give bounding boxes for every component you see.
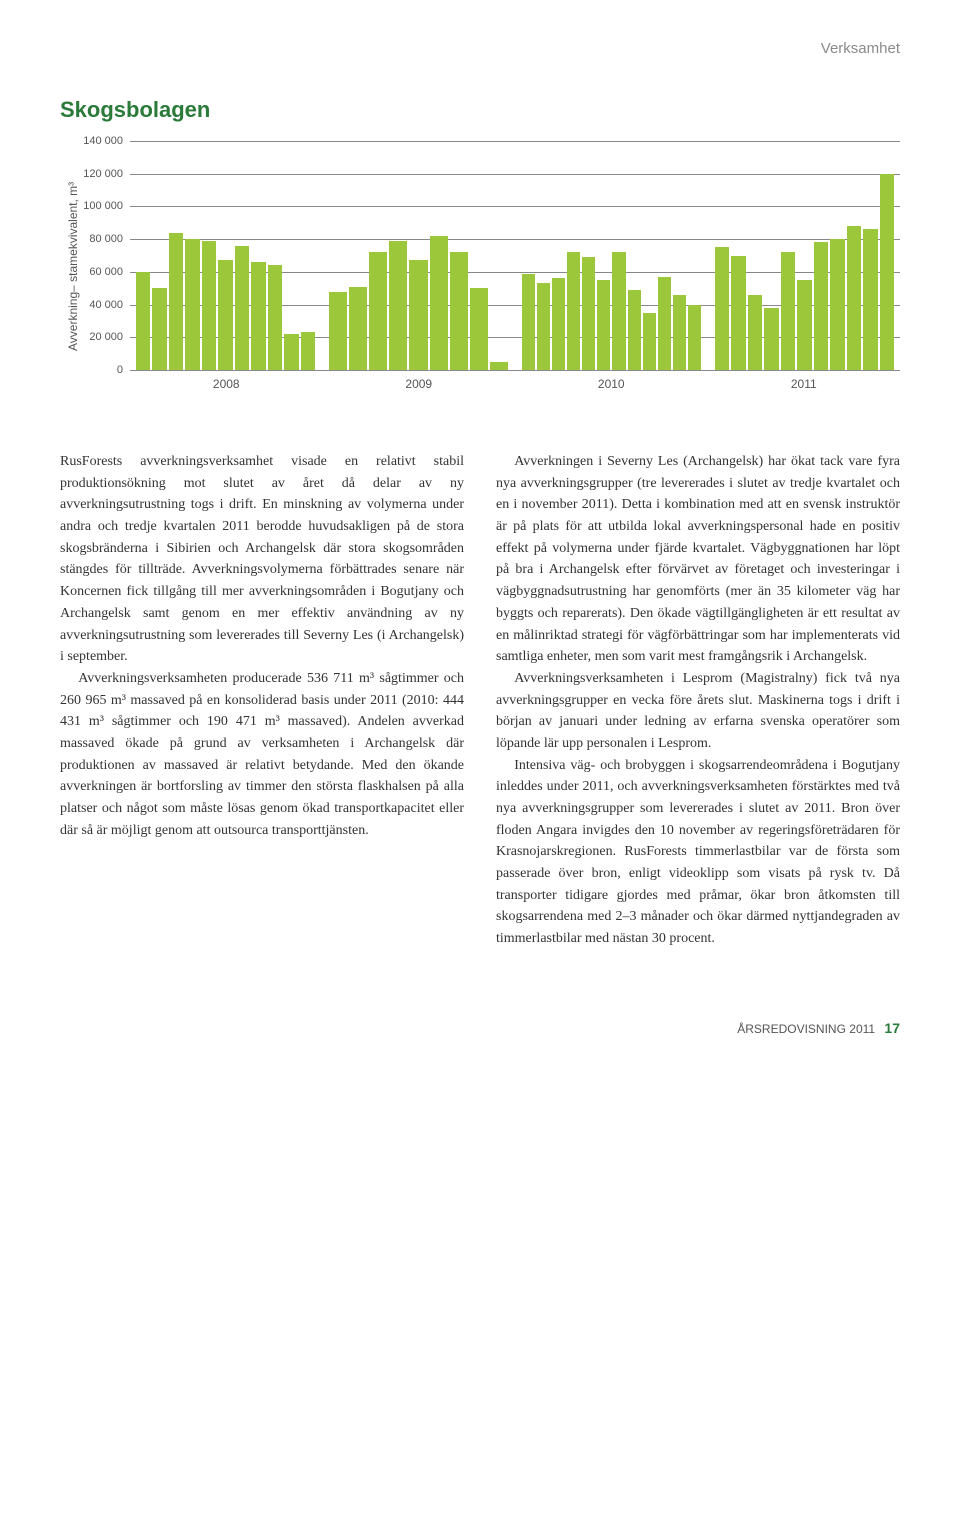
bar [688, 305, 701, 370]
x-axis-labels: 2008200920102011 [130, 377, 900, 391]
bar [369, 252, 387, 370]
bar [643, 313, 656, 370]
bar [430, 236, 448, 370]
y-tick-label: 80 000 [75, 233, 123, 245]
bar [597, 280, 610, 370]
bar [235, 246, 249, 370]
paragraph: RusForests avverkningsverksamhet visade … [60, 451, 464, 668]
bar [567, 252, 580, 370]
x-tick-label: 2011 [708, 377, 901, 391]
x-tick-label: 2010 [515, 377, 708, 391]
chart-plot: 020 00040 00060 00080 000100 000120 0001… [130, 141, 900, 371]
footer-label: ÅRSREDOVISNING 2011 [737, 1022, 875, 1036]
bar [830, 239, 844, 370]
bar [673, 295, 686, 370]
paragraph: Intensiva väg- och brobyggen i skogsarre… [496, 755, 900, 950]
bar [582, 257, 595, 370]
bar [251, 262, 265, 370]
bar [814, 242, 828, 370]
x-tick-label: 2009 [323, 377, 516, 391]
y-tick-label: 0 [75, 364, 123, 376]
bar [202, 241, 216, 370]
chart-title: Skogsbolagen [60, 97, 900, 123]
bar [764, 308, 778, 370]
bar [522, 274, 535, 371]
bar [552, 278, 565, 370]
bar [470, 288, 488, 370]
x-tick-label: 2008 [130, 377, 323, 391]
bar [490, 362, 508, 370]
page-number: 17 [884, 1020, 900, 1036]
y-tick-label: 120 000 [75, 168, 123, 180]
paragraph: Avverkningsverksamheten i Lesprom (Magis… [496, 668, 900, 755]
bar [450, 252, 468, 370]
bar [612, 252, 625, 370]
bar [880, 174, 894, 370]
bar [731, 256, 745, 371]
chart-area: 020 00040 00060 00080 000100 000120 0001… [80, 141, 900, 391]
bar [152, 288, 166, 370]
bar [715, 247, 729, 370]
bar [409, 260, 427, 370]
body-text: RusForests avverkningsverksamhet visade … [60, 451, 900, 950]
y-tick-label: 60 000 [75, 266, 123, 278]
bar-group [136, 141, 315, 370]
bar-group [715, 141, 894, 370]
bars-container [130, 141, 900, 370]
bar [797, 280, 811, 370]
bar [169, 233, 183, 370]
bar-group [522, 141, 701, 370]
y-tick-label: 140 000 [75, 135, 123, 147]
bar [218, 260, 232, 370]
bar [284, 334, 298, 370]
bar [136, 272, 150, 370]
bar [658, 277, 671, 370]
bar [329, 292, 347, 371]
y-tick-label: 40 000 [75, 299, 123, 311]
chart-container: Avverkning– stamekvivalent, m³ 020 00040… [60, 141, 900, 391]
page-footer: ÅRSREDOVISNING 2011 17 [60, 1020, 900, 1036]
paragraph: Avverkningsverksamheten producerade 536 … [60, 668, 464, 842]
bar [628, 290, 641, 370]
bar [847, 226, 861, 370]
bar [863, 229, 877, 370]
paragraph: Avverkningen i Severny Les (Archangelsk)… [496, 451, 900, 668]
page-category: Verksamhet [60, 40, 900, 57]
bar [185, 239, 199, 370]
y-tick-label: 100 000 [75, 200, 123, 212]
bar-group [329, 141, 508, 370]
bar [748, 295, 762, 370]
bar [349, 287, 367, 370]
bar [537, 283, 550, 370]
bar [268, 265, 282, 370]
y-tick-label: 20 000 [75, 331, 123, 343]
bar [389, 241, 407, 370]
bar [301, 332, 315, 370]
bar [781, 252, 795, 370]
